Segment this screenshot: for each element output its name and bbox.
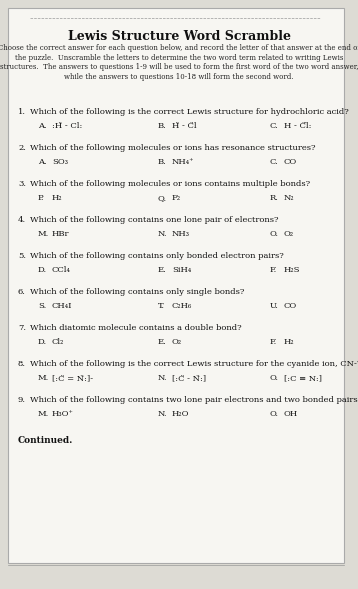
Text: Which of the following is the correct Lewis structure for hydrochloric acid?: Which of the following is the correct Le… [30,108,349,116]
Text: F.: F. [270,266,277,274]
Text: N.: N. [158,230,168,238]
Text: Which of the following contains only bonded electron pairs?: Which of the following contains only bon… [30,252,284,260]
Text: O.: O. [270,410,279,418]
Text: O.: O. [270,230,279,238]
Text: H₂O: H₂O [172,410,189,418]
Text: O.: O. [270,374,279,382]
Text: 1.: 1. [18,108,26,116]
Text: Which of the following contains one lone pair of electrons?: Which of the following contains one lone… [30,216,279,224]
Text: E.: E. [158,266,167,274]
Text: F₂: F₂ [172,194,181,202]
Text: [:C̈ - N̈:]: [:C̈ - N̈:] [172,374,206,382]
Text: OH: OH [284,410,298,418]
Text: O₂: O₂ [284,230,294,238]
Text: F.: F. [270,338,277,346]
Text: M.: M. [38,230,49,238]
Text: SO₃: SO₃ [52,158,68,166]
Text: N.: N. [158,374,168,382]
Text: M.: M. [38,374,49,382]
Text: Which of the following contains two lone pair electrons and two bonded pairs?: Which of the following contains two lone… [30,396,358,404]
Text: N.: N. [158,410,168,418]
Text: 3.: 3. [18,180,26,188]
Text: E.: E. [158,338,167,346]
Text: D.: D. [38,266,47,274]
Text: [:C ≡ N:]: [:C ≡ N:] [284,374,322,382]
Text: while the answers to questions 10-18 will form the second word.: while the answers to questions 10-18 wil… [64,72,294,81]
Text: N₂: N₂ [284,194,295,202]
Text: C₂H₆: C₂H₆ [172,302,192,310]
Text: R.: R. [270,194,279,202]
Text: P.: P. [38,194,44,202]
Text: M.: M. [38,410,49,418]
Text: A.: A. [38,122,47,130]
Text: Which diatomic molecule contains a double bond?: Which diatomic molecule contains a doubl… [30,324,242,332]
Text: Ḧ - C̈l: Ḧ - C̈l [172,122,197,130]
Text: CO: CO [284,302,297,310]
Text: S.: S. [38,302,46,310]
Text: Which of the following molecules or ions contains multiple bonds?: Which of the following molecules or ions… [30,180,310,188]
Text: U.: U. [270,302,279,310]
Text: B.: B. [158,158,167,166]
Text: Lewis Structure Word Scramble: Lewis Structure Word Scramble [68,30,290,43]
Text: D.: D. [38,338,47,346]
Text: C.: C. [270,158,279,166]
Text: H₂S: H₂S [284,266,300,274]
Text: :Ḧ - Cl:: :Ḧ - Cl: [52,122,82,130]
Text: 4.: 4. [18,216,26,224]
Text: [:C̈ = N̈:]-: [:C̈ = N̈:]- [52,374,93,382]
Text: HBr: HBr [52,230,69,238]
Text: T.: T. [158,302,165,310]
Text: H₂: H₂ [52,194,63,202]
Text: 8.: 8. [18,360,26,368]
Text: Cl₂: Cl₂ [52,338,64,346]
Text: Which of the following is the correct Lewis structure for the cyanide ion, CN-?: Which of the following is the correct Le… [30,360,358,368]
Text: CH₄I: CH₄I [52,302,73,310]
Text: NH₃: NH₃ [172,230,190,238]
Text: 7.: 7. [18,324,26,332]
Text: O₂: O₂ [172,338,182,346]
Text: Which of the following molecules or ions has resonance structures?: Which of the following molecules or ions… [30,144,315,152]
Text: structures.  The answers to questions 1-9 will be used to form the first word of: structures. The answers to questions 1-9… [0,63,358,71]
Text: B.: B. [158,122,167,130]
Text: 6.: 6. [18,288,26,296]
Text: CO: CO [284,158,297,166]
Text: H₂: H₂ [284,338,295,346]
Text: Choose the correct answer for each question below, and record the letter of that: Choose the correct answer for each quest… [0,44,358,52]
Text: 9.: 9. [18,396,26,404]
Text: NH₄⁺: NH₄⁺ [172,158,194,166]
Text: Continued.: Continued. [18,436,73,445]
Text: H - C̈l̈:: H - C̈l̈: [284,122,311,130]
Text: 5.: 5. [18,252,26,260]
Text: A.: A. [38,158,47,166]
Text: H₃O⁺: H₃O⁺ [52,410,74,418]
Text: C.: C. [270,122,279,130]
Text: Which of the following contains only single bonds?: Which of the following contains only sin… [30,288,245,296]
Text: SiH₄: SiH₄ [172,266,191,274]
Text: Q.: Q. [158,194,167,202]
Text: the puzzle.  Unscramble the letters to determine the two word term related to wr: the puzzle. Unscramble the letters to de… [15,54,343,61]
FancyBboxPatch shape [8,8,344,563]
Text: CCl₄: CCl₄ [52,266,71,274]
Text: 2.: 2. [18,144,26,152]
